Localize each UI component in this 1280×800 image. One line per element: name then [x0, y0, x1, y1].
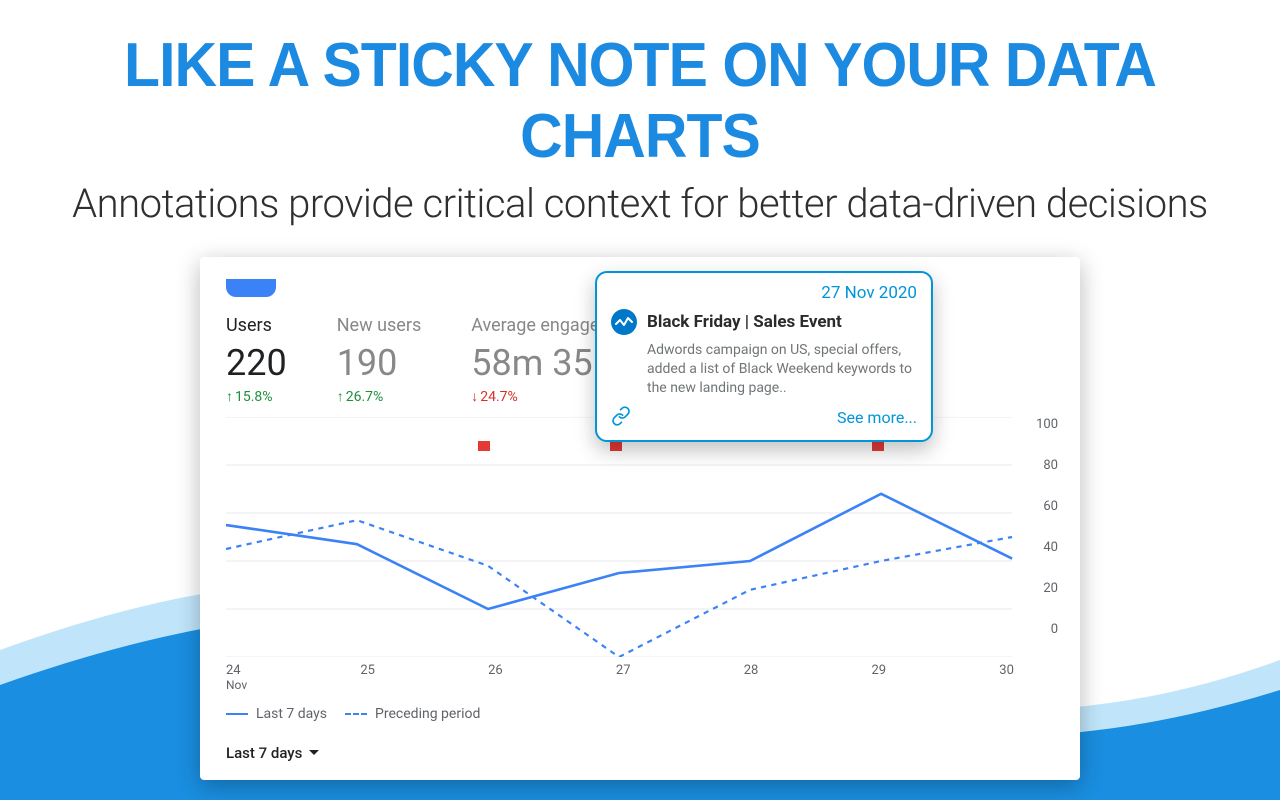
metric-label: New users: [337, 315, 422, 336]
x-label: 26: [488, 663, 503, 692]
metric-label: Average engage: [471, 315, 599, 336]
legend-current: Last 7 days: [226, 706, 327, 722]
arrow-up-icon: ↑: [337, 388, 344, 405]
annotation-body: Adwords campaign on US, special offers, …: [647, 341, 917, 398]
x-label: 25: [360, 663, 375, 692]
legend-preceding: Preceding period: [345, 706, 480, 722]
x-label: 30: [999, 663, 1014, 692]
chevron-down-icon: [308, 744, 320, 762]
headline-sub: Annotations provide critical context for…: [0, 180, 1280, 227]
tab-pill[interactable]: [226, 279, 276, 297]
metric-label: Users: [226, 315, 287, 336]
x-axis: 24Nov 25 26 27 28 29 30: [226, 657, 1054, 692]
annotation-title: Black Friday | Sales Event: [647, 312, 842, 332]
metric-change: ↑ 26.7%: [337, 388, 422, 405]
x-label: 27: [616, 663, 631, 692]
chart-area: 100 80 60 40 20 0: [226, 417, 1054, 657]
line-chart: [226, 417, 1054, 657]
date-range-selector[interactable]: Last 7 days: [226, 744, 1054, 762]
chart-icon: [611, 309, 637, 335]
metric-new-users[interactable]: New users 190 ↑ 26.7%: [337, 315, 422, 405]
link-icon[interactable]: [611, 406, 631, 430]
y-axis: 100 80 60 40 20 0: [1036, 417, 1058, 637]
arrow-up-icon: ↑: [226, 388, 233, 405]
metric-avg-engagement[interactable]: Average engage 58m 35 ↓ 24.7%: [471, 315, 599, 405]
legend-swatch-dash: [345, 713, 367, 715]
metric-value: 220: [226, 342, 287, 384]
metric-change: ↑ 15.8%: [226, 388, 287, 405]
x-label: 24Nov: [226, 663, 247, 692]
dashboard-card: 27 Nov 2020 Black Friday | Sales Event A…: [200, 257, 1080, 780]
legend-swatch-solid: [226, 713, 248, 715]
annotation-tooltip: 27 Nov 2020 Black Friday | Sales Event A…: [595, 271, 933, 442]
arrow-down-icon: ↓: [471, 388, 478, 405]
metric-users[interactable]: Users 220 ↑ 15.8%: [226, 315, 287, 405]
x-label: 28: [744, 663, 759, 692]
metric-value: 58m 35: [471, 342, 599, 384]
metric-change: ↓ 24.7%: [471, 388, 599, 405]
metric-value: 190: [337, 342, 422, 384]
chart-legend: Last 7 days Preceding period: [226, 706, 1054, 722]
headline-main: LIKE A STICKY NOTE ON YOUR DATA CHARTS: [32, 30, 1248, 172]
annotation-date: 27 Nov 2020: [611, 283, 917, 303]
x-label: 29: [872, 663, 887, 692]
see-more-link[interactable]: See more...: [837, 408, 917, 427]
